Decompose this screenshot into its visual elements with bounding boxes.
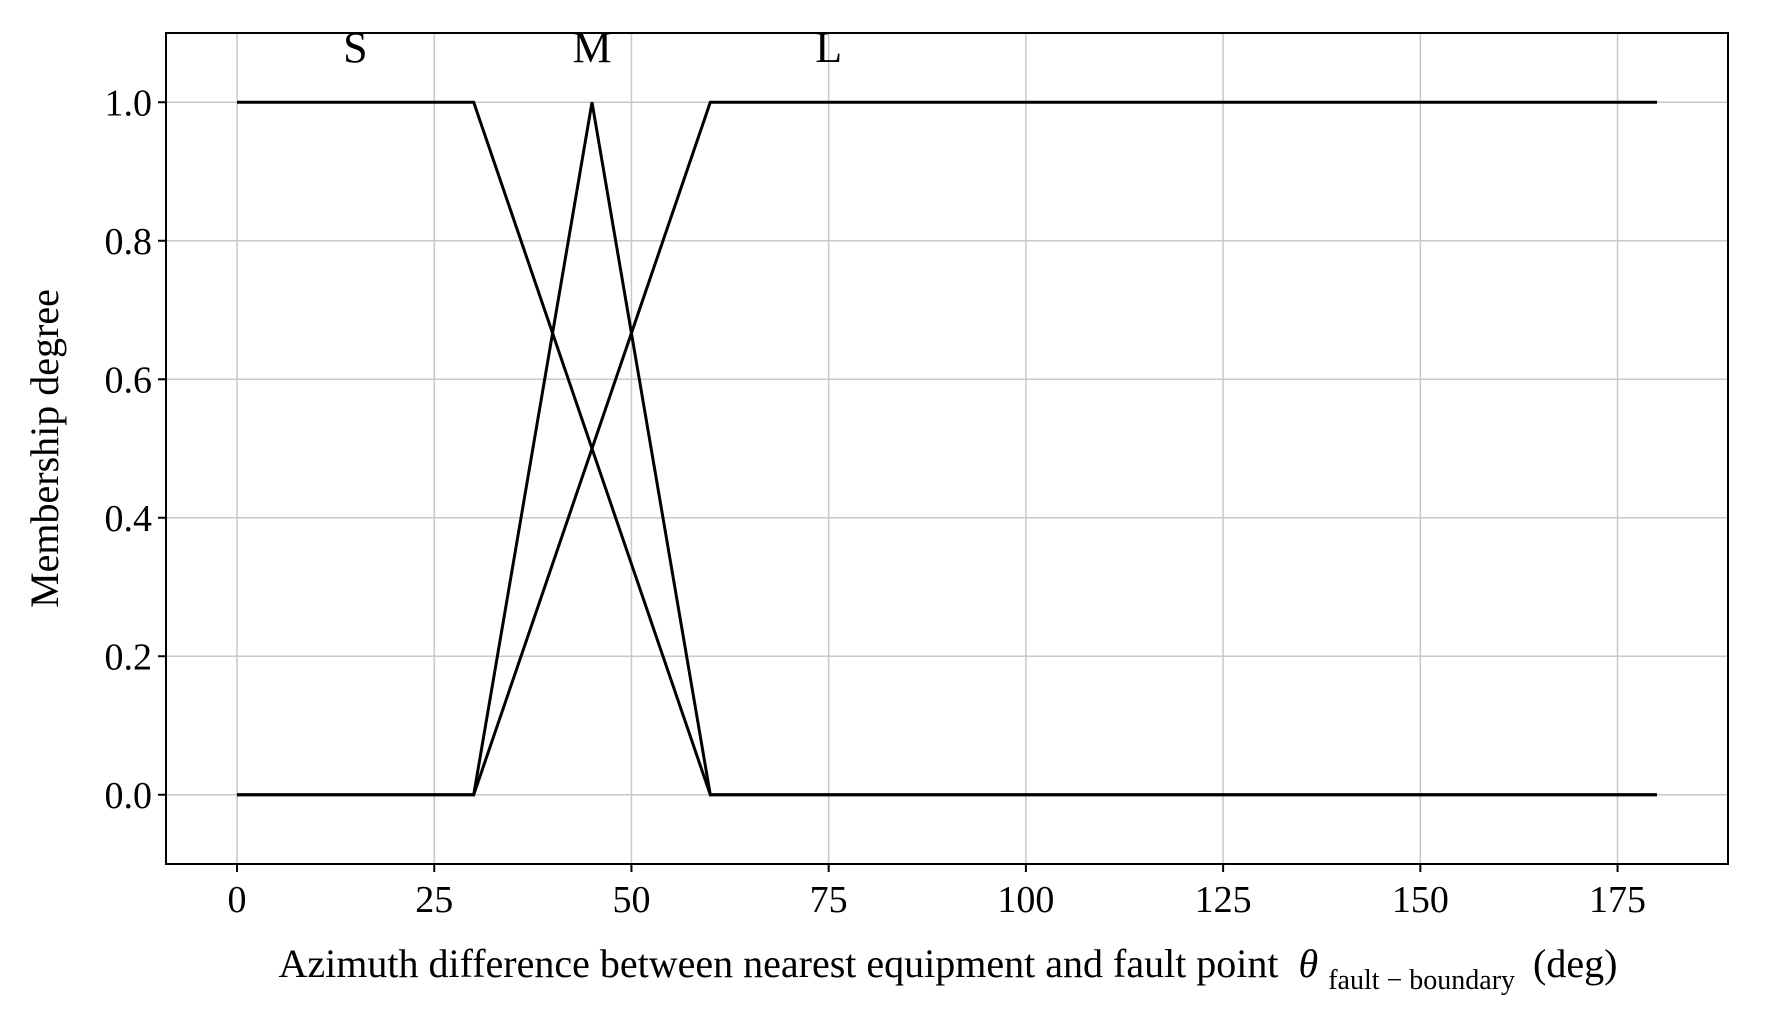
x-tick-label: 150 bbox=[1392, 879, 1449, 921]
x-axis-ticks: 0 25 50 75 100 125 150 175 bbox=[228, 864, 1646, 921]
y-axis-ticks: 0.0 0.2 0.4 0.6 0.8 1.0 bbox=[105, 82, 166, 817]
x-axis-label-text: Azimuth difference between nearest equip… bbox=[279, 941, 1279, 986]
series-lines bbox=[237, 100, 1657, 797]
annotation-l: L bbox=[815, 23, 842, 72]
x-tick-label: 25 bbox=[415, 879, 453, 921]
y-tick-label: 0.4 bbox=[105, 498, 153, 540]
x-tick-label: 0 bbox=[228, 879, 247, 921]
series-line-l bbox=[237, 100, 1657, 797]
x-tick-label: 75 bbox=[810, 879, 848, 921]
y-tick-label: 0.8 bbox=[105, 221, 153, 263]
x-axis-label-unit: (deg) bbox=[1533, 941, 1617, 986]
x-tick-label: 175 bbox=[1589, 879, 1646, 921]
grid bbox=[166, 33, 1728, 864]
x-tick-label: 100 bbox=[997, 879, 1054, 921]
series-line-m bbox=[237, 102, 1657, 797]
plot-area-frame bbox=[165, 32, 1729, 865]
y-tick-label: 0.0 bbox=[105, 775, 153, 817]
x-tick-label: 125 bbox=[1195, 879, 1252, 921]
x-tick-label: 50 bbox=[612, 879, 650, 921]
annotation-s: S bbox=[343, 23, 367, 72]
x-axis-label-subscript: fault − boundary bbox=[1328, 965, 1515, 996]
series-line-s bbox=[237, 100, 1657, 797]
annotation-m: M bbox=[572, 23, 611, 72]
x-axis-label: Azimuth difference between nearest equip… bbox=[279, 941, 1618, 998]
y-tick-label: 0.6 bbox=[105, 359, 153, 401]
x-axis-label-symbol: θ bbox=[1299, 941, 1319, 986]
y-tick-label: 1.0 bbox=[105, 82, 153, 124]
y-tick-label: 0.2 bbox=[105, 636, 153, 678]
y-axis-label: Membership degree bbox=[22, 289, 67, 608]
